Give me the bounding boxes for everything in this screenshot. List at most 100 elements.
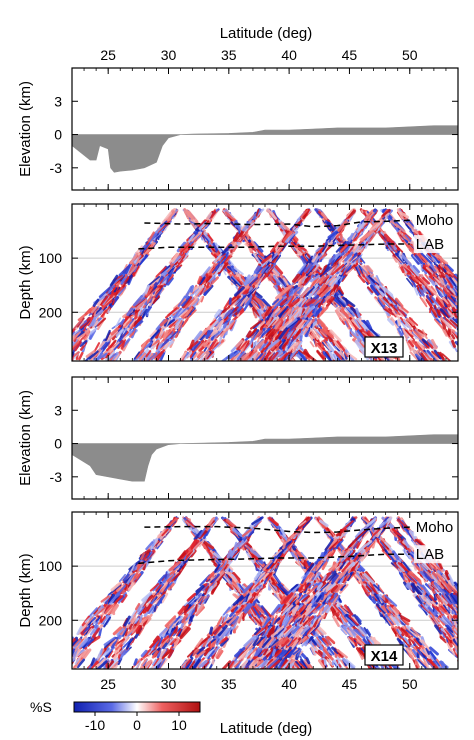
velocity-streak <box>287 338 294 349</box>
velocity-streak <box>337 220 348 232</box>
velocity-streak <box>461 319 469 326</box>
velocity-streak <box>426 349 438 361</box>
velocity-streak <box>375 284 385 297</box>
velocity-streak <box>319 266 330 278</box>
velocity-streak <box>411 339 424 352</box>
velocity-streak <box>282 327 290 339</box>
velocity-streak <box>395 245 404 253</box>
velocity-streak <box>394 223 406 233</box>
velocity-streak <box>181 296 192 309</box>
velocity-streak <box>312 305 318 315</box>
velocity-streak <box>210 342 222 353</box>
velocity-streak <box>298 308 303 317</box>
velocity-streak <box>109 341 120 353</box>
velocity-streak <box>159 318 168 327</box>
velocity-streak <box>139 353 148 361</box>
velocity-streak <box>278 339 286 349</box>
velocity-streak <box>469 310 472 318</box>
velocity-streak <box>350 254 362 264</box>
velocity-streak <box>468 341 474 349</box>
velocity-streak <box>221 352 235 361</box>
velocity-streak <box>52 659 58 666</box>
velocity-streak <box>461 287 468 294</box>
velocity-streak <box>398 318 408 330</box>
velocity-streak <box>470 352 474 358</box>
velocity-streak <box>72 339 78 346</box>
velocity-streak <box>98 287 111 298</box>
velocity-streak <box>135 349 144 359</box>
velocity-streak <box>192 341 201 352</box>
velocity-streak <box>462 320 467 327</box>
velocity-streak <box>354 330 364 340</box>
velocity-streak <box>467 307 474 315</box>
velocity-streak <box>210 276 219 285</box>
velocity-streak <box>376 275 382 287</box>
velocity-streak <box>60 649 67 657</box>
velocity-streak <box>335 296 346 308</box>
velocity-streak <box>340 243 347 251</box>
velocity-streak <box>470 340 474 349</box>
velocity-streak <box>72 330 81 342</box>
velocity-streak <box>144 284 150 294</box>
x-tick-label: 45 <box>342 47 358 63</box>
velocity-streak <box>99 295 109 306</box>
velocity-streak <box>240 274 246 283</box>
velocity-streak <box>437 275 448 288</box>
velocity-streak <box>348 232 354 242</box>
velocity-streak <box>387 294 398 305</box>
velocity-streak <box>463 353 468 359</box>
velocity-streak <box>64 352 70 356</box>
y-tick-label: 200 <box>39 304 63 320</box>
velocity-streak <box>258 351 267 361</box>
velocity-streak <box>320 306 325 315</box>
velocity-streak <box>317 318 329 331</box>
velocity-streak <box>272 298 283 310</box>
velocity-streak <box>456 327 458 331</box>
y-tick-label: -3 <box>50 469 63 485</box>
velocity-streak <box>99 615 103 623</box>
velocity-streak <box>156 349 165 361</box>
velocity-streak <box>247 276 258 287</box>
velocity-streak <box>267 349 276 358</box>
velocity-streak <box>72 349 73 353</box>
velocity-streak <box>356 265 361 274</box>
velocity-streak <box>72 328 76 334</box>
velocity-streak <box>469 297 474 305</box>
velocity-streak <box>320 212 328 220</box>
velocity-streak <box>471 343 474 350</box>
velocity-streak <box>351 232 357 240</box>
velocity-streak <box>287 349 297 361</box>
velocity-streak <box>119 327 128 335</box>
lab-label-bg <box>413 235 450 254</box>
velocity-streak <box>401 254 412 267</box>
velocity-streak <box>166 330 179 342</box>
velocity-streak <box>287 288 294 297</box>
velocity-streak <box>134 245 143 255</box>
velocity-streak <box>470 354 474 362</box>
velocity-streak <box>72 340 75 348</box>
velocity-streak <box>298 266 307 275</box>
velocity-streak <box>468 310 471 317</box>
velocity-streak <box>118 573 126 583</box>
velocity-streak <box>347 210 356 219</box>
velocity-streak <box>353 230 362 242</box>
velocity-streak <box>433 265 441 276</box>
velocity-streak <box>189 287 199 298</box>
velocity-streak <box>433 349 442 360</box>
velocity-streak <box>56 353 62 362</box>
velocity-streak <box>459 300 469 309</box>
velocity-streak <box>333 350 344 360</box>
velocity-streak <box>288 234 296 244</box>
velocity-streak <box>335 240 347 253</box>
velocity-streak <box>356 339 367 352</box>
velocity-streak <box>282 231 292 242</box>
velocity-streak <box>464 288 473 297</box>
velocity-streak <box>457 342 458 343</box>
velocity-streak <box>464 352 467 357</box>
velocity-streak <box>151 539 156 547</box>
velocity-streak <box>281 320 292 330</box>
velocity-streak <box>92 627 100 638</box>
velocity-streak <box>65 652 69 659</box>
velocity-streak <box>469 318 473 323</box>
velocity-streak <box>255 353 264 361</box>
